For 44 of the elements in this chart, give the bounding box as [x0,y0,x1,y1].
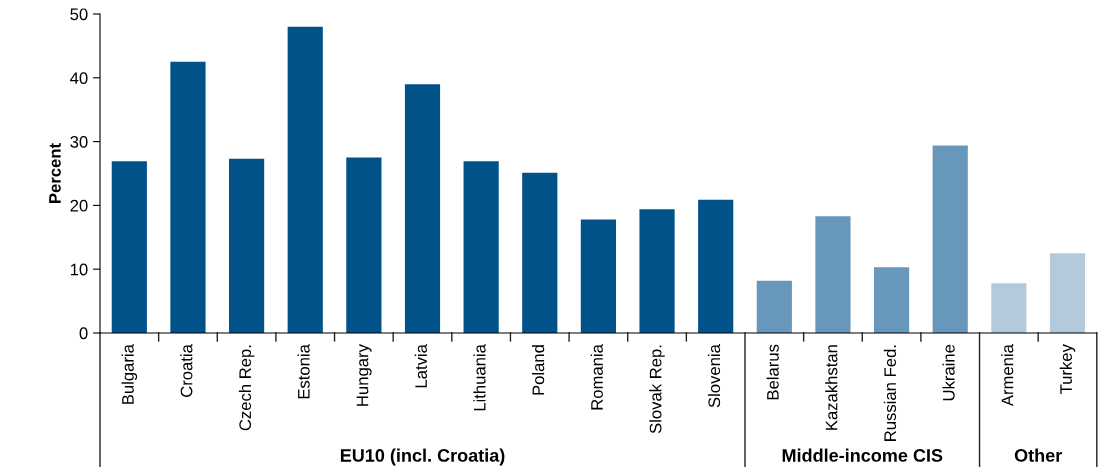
bar [873,267,910,333]
y-tick-label: 10 [70,263,88,276]
x-tick-label: Slovak Rep. [649,345,665,434]
x-tick-label: Turkey [1059,344,1076,395]
bar [287,26,323,333]
bar [170,61,206,333]
bar [698,199,734,333]
bar [346,157,382,333]
y-tick-label: 50 [70,8,88,21]
y-tick-label: 40 [70,72,88,85]
x-tick-label: Ukraine [942,344,955,401]
text: Middle-income CIS [782,448,943,462]
bar [991,283,1027,333]
text: EU10 (incl. Croatia) [340,448,505,466]
bar [463,161,499,333]
bar [639,209,675,333]
x-tick-label: Romania [590,344,603,410]
x-tick-label: Poland [532,345,545,395]
bar [580,219,616,333]
y-axis-title: Percent [49,143,61,203]
x-tick-label: Estonia [297,344,310,399]
x-tick-label: Slovenia [707,344,721,408]
text: Other [1014,448,1062,462]
x-tick-label: Lithuania [473,344,486,411]
bar [815,216,851,333]
bar [1049,253,1086,333]
bar [229,158,265,333]
x-tick-label: Belarus [766,344,779,400]
x-tick-label: Hungary [356,344,372,406]
bar [756,280,792,333]
x-tick-label: Czech Rep. [238,345,255,431]
bar [932,145,968,333]
bar [404,84,441,333]
bar [111,161,147,333]
x-tick-label: Armenia [1001,344,1014,407]
y-tick-label: 30 [70,136,88,148]
x-tick-label: Kazakhstan [825,345,838,430]
x-tick-label: Bulgaria [121,344,138,404]
bar [522,172,558,333]
x-tick-label: Russian Fed. [883,345,897,441]
y-tick-label: 20 [70,199,88,212]
y-tick-label: 0 [79,327,88,340]
x-tick-label: Croatia [180,344,193,397]
x-tick-label: Latvia [414,344,427,388]
